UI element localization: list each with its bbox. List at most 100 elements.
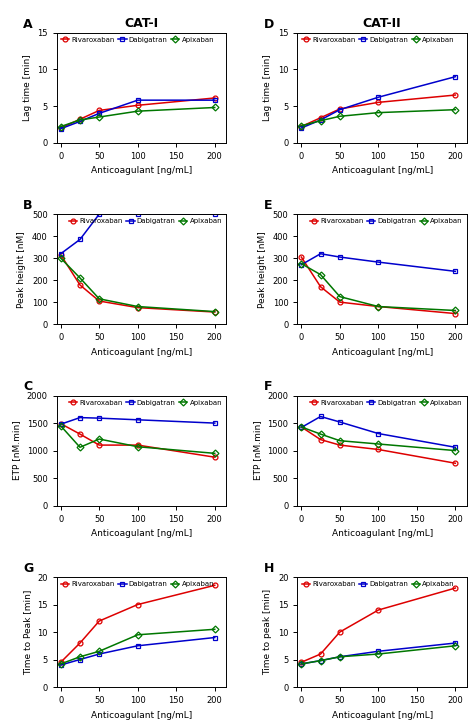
Apixaban <box>135 442 141 451</box>
Apixaban <box>96 113 102 121</box>
Rivaroxaban <box>375 98 381 107</box>
Dabigatran <box>96 210 102 219</box>
Text: B: B <box>23 199 33 212</box>
Dabigatran <box>453 638 458 647</box>
Apixaban <box>299 422 304 431</box>
Y-axis label: Lag time [min]: Lag time [min] <box>264 55 273 121</box>
Dabigatran <box>337 253 343 262</box>
Rivaroxaban <box>453 459 458 467</box>
X-axis label: Anticoagulant [ng/mL]: Anticoagulant [ng/mL] <box>331 529 433 538</box>
Apixaban <box>96 647 102 656</box>
X-axis label: Anticoagulant [ng/mL]: Anticoagulant [ng/mL] <box>91 529 192 538</box>
Rivaroxaban <box>299 253 304 262</box>
Dabigatran <box>58 419 64 428</box>
Rivaroxaban <box>318 650 323 659</box>
Legend: Rivaroxaban, Dabigatran, Apixaban: Rivaroxaban, Dabigatran, Apixaban <box>307 397 465 409</box>
Line: Dabigatran: Dabigatran <box>299 414 458 450</box>
Apixaban <box>212 449 218 458</box>
Apixaban <box>77 116 83 124</box>
Line: Apixaban: Apixaban <box>299 108 458 128</box>
Line: Dabigatran: Dabigatran <box>299 252 458 274</box>
Rivaroxaban <box>212 94 218 103</box>
Apixaban <box>135 630 141 639</box>
Apixaban <box>299 260 304 268</box>
Legend: Rivaroxaban, Dabigatran, Apixaban: Rivaroxaban, Dabigatran, Apixaban <box>58 579 217 590</box>
Rivaroxaban <box>318 282 323 291</box>
Dabigatran <box>212 210 218 219</box>
Dabigatran <box>212 419 218 427</box>
Title: CAT-II: CAT-II <box>363 17 401 30</box>
Apixaban <box>135 302 141 311</box>
Text: G: G <box>23 562 33 575</box>
Rivaroxaban <box>96 297 102 305</box>
Line: Apixaban: Apixaban <box>58 423 217 456</box>
Line: Rivaroxaban: Rivaroxaban <box>299 92 458 129</box>
Y-axis label: Lag time [min]: Lag time [min] <box>23 55 32 121</box>
Rivaroxaban <box>299 422 304 431</box>
Apixaban <box>318 430 323 438</box>
Dabigatran <box>77 413 83 422</box>
Apixaban <box>375 650 381 659</box>
Rivaroxaban <box>299 122 304 131</box>
Text: F: F <box>264 380 272 393</box>
Line: Dabigatran: Dabigatran <box>58 212 217 256</box>
Rivaroxaban <box>77 430 83 438</box>
X-axis label: Anticoagulant [ng/mL]: Anticoagulant [ng/mL] <box>91 710 192 720</box>
Line: Apixaban: Apixaban <box>58 105 217 129</box>
Rivaroxaban <box>375 606 381 614</box>
Apixaban <box>453 641 458 650</box>
Line: Dabigatran: Dabigatran <box>299 640 458 667</box>
Dabigatran <box>453 267 458 276</box>
Y-axis label: Peak height [nM]: Peak height [nM] <box>258 230 267 308</box>
X-axis label: Anticoagulant [ng/mL]: Anticoagulant [ng/mL] <box>331 348 433 357</box>
Rivaroxaban <box>96 616 102 625</box>
Dabigatran <box>212 96 218 105</box>
Dabigatran <box>318 249 323 258</box>
Dabigatran <box>375 93 381 102</box>
Apixaban <box>318 270 323 279</box>
Apixaban <box>453 105 458 114</box>
Y-axis label: Time to peak [min]: Time to peak [min] <box>264 589 273 675</box>
Dabigatran <box>375 429 381 438</box>
Dabigatran <box>318 116 323 124</box>
Line: Apixaban: Apixaban <box>299 261 458 313</box>
Apixaban <box>318 116 323 125</box>
Rivaroxaban <box>337 105 343 113</box>
Apixaban <box>337 436 343 445</box>
Apixaban <box>375 440 381 449</box>
Dabigatran <box>58 249 64 258</box>
Dabigatran <box>299 423 304 432</box>
Legend: Rivaroxaban, Dabigatran, Apixaban: Rivaroxaban, Dabigatran, Apixaban <box>307 215 465 227</box>
Text: C: C <box>23 380 32 393</box>
Legend: Rivaroxaban, Dabigatran, Apixaban: Rivaroxaban, Dabigatran, Apixaban <box>299 34 457 46</box>
Rivaroxaban <box>318 435 323 444</box>
Apixaban <box>453 306 458 315</box>
Legend: Rivaroxaban, Dabigatran, Apixaban: Rivaroxaban, Dabigatran, Apixaban <box>58 34 217 46</box>
Line: Rivaroxaban: Rivaroxaban <box>58 252 217 315</box>
Rivaroxaban <box>453 584 458 593</box>
Dabigatran <box>96 650 102 659</box>
Rivaroxaban <box>453 309 458 318</box>
Apixaban <box>58 122 64 131</box>
Title: CAT-I: CAT-I <box>125 17 159 30</box>
Line: Rivaroxaban: Rivaroxaban <box>58 583 217 664</box>
Rivaroxaban <box>212 581 218 590</box>
Dabigatran <box>212 633 218 642</box>
Apixaban <box>299 121 304 130</box>
Dabigatran <box>58 661 64 670</box>
Rivaroxaban <box>375 445 381 454</box>
X-axis label: Anticoagulant [ng/mL]: Anticoagulant [ng/mL] <box>331 166 433 175</box>
Rivaroxaban <box>212 308 218 316</box>
Dabigatran <box>375 647 381 656</box>
Rivaroxaban <box>212 453 218 462</box>
X-axis label: Anticoagulant [ng/mL]: Anticoagulant [ng/mL] <box>91 348 192 357</box>
X-axis label: Anticoagulant [ng/mL]: Anticoagulant [ng/mL] <box>331 710 433 720</box>
Apixaban <box>375 302 381 311</box>
Apixaban <box>212 103 218 112</box>
Apixaban <box>212 308 218 316</box>
Rivaroxaban <box>58 419 64 428</box>
Dabigatran <box>299 124 304 132</box>
Line: Apixaban: Apixaban <box>299 643 458 667</box>
Dabigatran <box>337 417 343 426</box>
Line: Rivaroxaban: Rivaroxaban <box>58 421 217 459</box>
